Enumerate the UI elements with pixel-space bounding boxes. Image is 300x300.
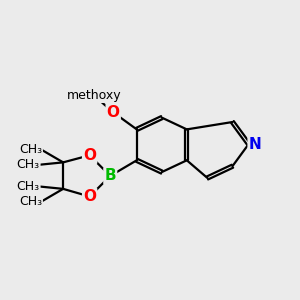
Text: O: O xyxy=(107,105,120,120)
Text: CH₃: CH₃ xyxy=(19,143,42,157)
Text: methoxy: methoxy xyxy=(67,89,122,102)
Text: CH₃: CH₃ xyxy=(16,158,40,171)
Text: O: O xyxy=(83,148,96,163)
Text: CH₃: CH₃ xyxy=(16,180,40,193)
Text: O: O xyxy=(83,189,96,204)
Text: B: B xyxy=(104,168,116,183)
Text: N: N xyxy=(249,136,261,152)
Text: CH₃: CH₃ xyxy=(19,195,42,208)
